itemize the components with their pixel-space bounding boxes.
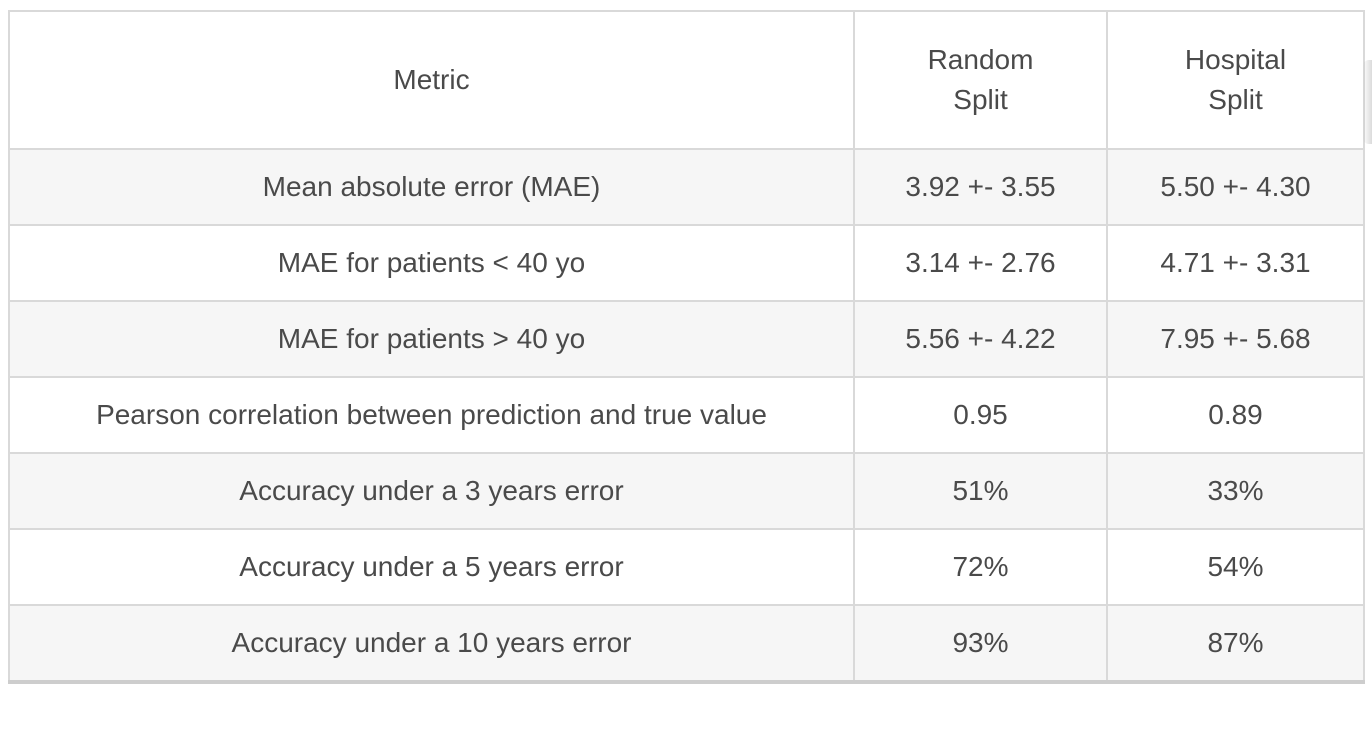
random-split-cell-text: 5.56 +- 4.22 [905,323,1056,354]
table-row: Accuracy under a 10 years error 93% 87% [8,604,1365,683]
random-split-cell-text: 3.14 +- 2.76 [905,247,1056,278]
column-header-metric: Metric [8,10,855,150]
random-split-cell: 3.92 +- 3.55 [853,148,1108,226]
column-header-random-split: Random Split [853,10,1108,150]
vertical-scrollbar-thumb[interactable] [1363,60,1372,144]
metrics-table: Metric Random Split Hospital Split Mean … [8,10,1365,684]
table-row: Accuracy under a 5 years error 72% 54% [8,528,1365,606]
hospital-split-cell-text: 54% [1207,551,1264,582]
column-header-random-split-label: Random [927,44,1034,75]
hospital-split-cell-text: 5.50 +- 4.30 [1160,171,1311,202]
metric-cell: Accuracy under a 3 years error [8,452,855,530]
column-header-hospital-split: Hospital Split [1106,10,1365,150]
metric-cell-text: Accuracy under a 10 years error [231,627,632,658]
random-split-cell: 0.95 [853,376,1108,454]
hospital-split-cell: 5.50 +- 4.30 [1106,148,1365,226]
hospital-split-cell-text: 0.89 [1208,399,1263,430]
table-row: Pearson correlation between prediction a… [8,376,1365,454]
random-split-cell: 93% [853,604,1108,683]
metric-cell: Accuracy under a 10 years error [8,604,855,683]
random-split-cell-text: 3.92 +- 3.55 [905,171,1056,202]
random-split-cell: 72% [853,528,1108,606]
table-header: Metric Random Split Hospital Split [8,10,1365,150]
table-row: MAE for patients < 40 yo 3.14 +- 2.76 4.71… [8,224,1365,302]
table-row: Mean absolute error (MAE) 3.92 +- 3.55 5.5… [8,148,1365,226]
header-row: Metric Random Split Hospital Split [8,10,1365,150]
hospital-split-cell: 4.71 +- 3.31 [1106,224,1365,302]
random-split-cell: 5.56 +- 4.22 [853,300,1108,378]
random-split-cell-text: 72% [952,551,1009,582]
hospital-split-cell: 54% [1106,528,1365,606]
metric-cell: MAE for patients < 40 yo [8,224,855,302]
metric-cell: Pearson correlation between prediction a… [8,376,855,454]
random-split-cell-text: 0.95 [953,399,1008,430]
metric-cell-text: Accuracy under a 3 years error [239,475,624,506]
hospital-split-cell-text: 33% [1207,475,1264,506]
metric-cell-text: MAE for patients < 40 yo [277,247,586,278]
hospital-split-cell: 87% [1106,604,1365,683]
hospital-split-cell: 33% [1106,452,1365,530]
random-split-cell: 3.14 +- 2.76 [853,224,1108,302]
random-split-cell: 51% [853,452,1108,530]
column-header-hospital-split-label: Hospital [1184,44,1287,75]
random-split-cell-text: 51% [952,475,1009,506]
table-row: Accuracy under a 3 years error 51% 33% [8,452,1365,530]
metric-cell-text: Pearson correlation between prediction a… [96,399,767,430]
random-split-cell-text: 93% [952,627,1009,658]
metric-cell: Accuracy under a 5 years error [8,528,855,606]
column-header-metric-label: Metric [393,64,470,95]
metric-cell: MAE for patients > 40 yo [8,300,855,378]
hospital-split-cell: 7.95 +- 5.68 [1106,300,1365,378]
table-body: Mean absolute error (MAE) 3.92 +- 3.55 5.5… [8,148,1365,683]
hospital-split-cell-text: 4.71 +- 3.31 [1160,247,1311,278]
metric-cell-text: MAE for patients > 40 yo [277,323,586,354]
hospital-split-cell-text: 87% [1207,627,1264,658]
table-row: MAE for patients > 40 yo 5.56 +- 4.22 7.95… [8,300,1365,378]
hospital-split-cell-text: 7.95 +- 5.68 [1160,323,1311,354]
metric-cell-text: Mean absolute error (MAE) [262,171,601,202]
metric-cell-text: Accuracy under a 5 years error [239,551,624,582]
hospital-split-cell: 0.89 [1106,376,1365,454]
metric-cell: Mean absolute error (MAE) [8,148,855,226]
